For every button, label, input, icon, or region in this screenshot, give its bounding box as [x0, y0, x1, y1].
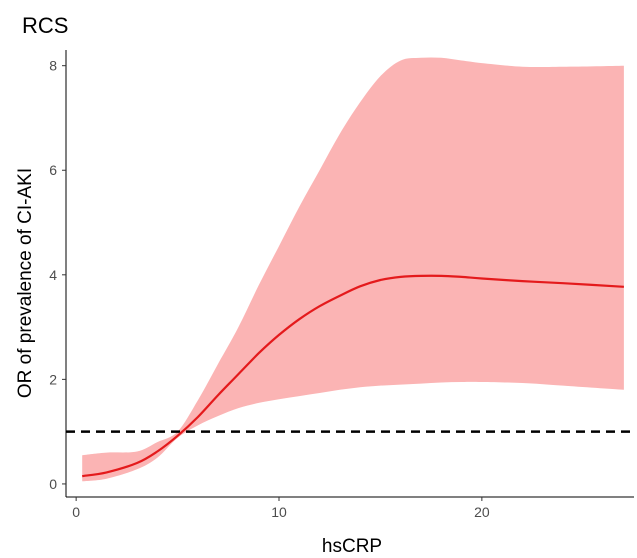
y-tick-label: 4 — [49, 267, 57, 283]
y-tick-label: 6 — [49, 162, 57, 178]
confidence-band — [82, 57, 624, 482]
y-tick-label: 8 — [49, 58, 57, 74]
or-curve — [82, 274, 624, 478]
x-tick-label: 10 — [271, 504, 287, 520]
plot-area: 0 2 4 6 8 0 10 20 — [49, 50, 634, 520]
x-tick-label: 0 — [72, 504, 80, 520]
y-axis-title: OR of prevalence of CI-AKI — [15, 168, 36, 398]
x-axis-title: hsCRP — [322, 536, 382, 557]
y-tick-label: 0 — [49, 476, 57, 492]
x-tick-label: 20 — [474, 504, 490, 520]
y-tick-label: 2 — [49, 371, 57, 387]
chart-title: RCS — [22, 13, 68, 38]
